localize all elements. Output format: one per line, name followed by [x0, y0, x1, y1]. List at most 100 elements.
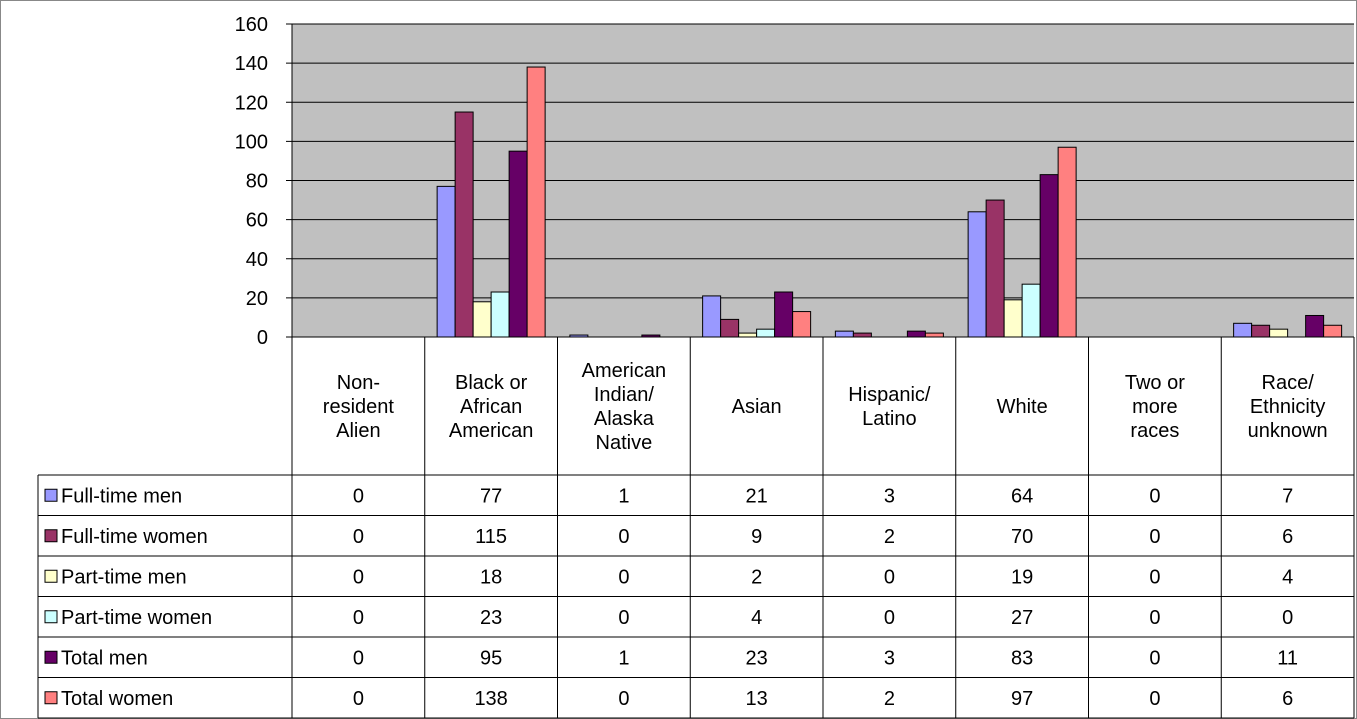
- x-category-label: Two or: [1125, 372, 1185, 394]
- data-table-value: 13: [746, 688, 768, 710]
- y-tick-label: 40: [246, 249, 268, 271]
- data-table-value: 4: [751, 607, 762, 629]
- data-table-value: 0: [1149, 607, 1160, 629]
- x-category-label: Asian: [732, 396, 782, 418]
- legend-series-label: Full-time women: [61, 526, 208, 548]
- y-tick-label: 160: [235, 14, 268, 36]
- legend-series-label: Total men: [61, 647, 148, 669]
- data-table-value: 2: [884, 526, 895, 548]
- bar: [1021, 283, 1041, 338]
- bar: [834, 330, 854, 338]
- data-table-value: 23: [746, 647, 768, 669]
- data-table-value: 11: [1277, 647, 1298, 669]
- data-table-value: 0: [353, 688, 364, 710]
- bar: [792, 311, 812, 338]
- x-category-label: Hispanic/: [848, 384, 931, 406]
- legend-series-label: Part-time men: [61, 566, 187, 588]
- data-table-value: 1: [618, 647, 629, 669]
- data-table-value: 0: [1149, 647, 1160, 669]
- data-table-value: 0: [353, 647, 364, 669]
- data-table-value: 27: [1011, 607, 1033, 629]
- data-table-value: 95: [480, 647, 502, 669]
- bar: [720, 318, 740, 338]
- bar: [906, 330, 926, 338]
- data-table-value: 3: [884, 647, 895, 669]
- x-category-label: more: [1132, 396, 1178, 418]
- x-category-label: Black or: [455, 372, 528, 394]
- data-table-value: 0: [1149, 688, 1160, 710]
- data-table-value: 18: [480, 566, 502, 588]
- bar: [985, 199, 1005, 338]
- x-category-label: American: [582, 360, 666, 382]
- data-table-value: 0: [884, 566, 895, 588]
- data-table-value: 0: [353, 607, 364, 629]
- data-table-value: 23: [480, 607, 502, 629]
- data-table-value: 77: [480, 485, 502, 507]
- data-table-value: 0: [353, 566, 364, 588]
- y-tick-label: 60: [246, 210, 268, 232]
- data-table-value: 0: [1149, 485, 1160, 507]
- data-table-value: 0: [1149, 566, 1160, 588]
- bar: [1251, 324, 1271, 338]
- data-table-value: 115: [475, 526, 507, 548]
- bar: [1057, 146, 1077, 338]
- legend-swatch: [44, 650, 58, 664]
- data-table-value: 6: [1282, 526, 1293, 548]
- data-table-value: 0: [618, 566, 629, 588]
- bar: [526, 66, 546, 338]
- data-table-value: 83: [1011, 647, 1033, 669]
- data-table-value: 0: [353, 485, 364, 507]
- bar: [774, 291, 794, 338]
- data-table-value: 2: [884, 688, 895, 710]
- bar: [756, 328, 776, 338]
- bar: [1323, 324, 1343, 338]
- y-tick-label: 20: [246, 288, 268, 310]
- legend-swatch: [44, 488, 58, 502]
- data-table-value: 64: [1011, 485, 1033, 507]
- legend-series-label: Total women: [61, 688, 173, 710]
- bar: [924, 332, 944, 338]
- bar: [454, 111, 474, 338]
- y-tick-label: 80: [246, 171, 268, 193]
- bar: [1039, 174, 1059, 338]
- x-category-label: African: [460, 396, 522, 418]
- x-category-label: races: [1130, 420, 1179, 442]
- y-tick-label: 100: [235, 131, 268, 153]
- data-table-value: 0: [1282, 607, 1293, 629]
- legend-swatch: [44, 610, 58, 624]
- bar: [1003, 299, 1023, 338]
- data-table-value: 3: [884, 485, 895, 507]
- data-table-value: 2: [751, 566, 762, 588]
- bar: [1305, 314, 1325, 338]
- data-table-value: 4: [1282, 566, 1293, 588]
- data-table-value: 7: [1282, 485, 1293, 507]
- bar: [852, 332, 872, 338]
- bar: [472, 301, 492, 338]
- data-table-value: 1: [618, 485, 629, 507]
- data-table-value: 0: [1149, 526, 1160, 548]
- bar: [436, 185, 456, 338]
- bar: [490, 291, 510, 338]
- x-category-label: Race/: [1262, 372, 1315, 394]
- x-category-label: Ethnicity: [1250, 396, 1326, 418]
- data-table-value: 0: [618, 526, 629, 548]
- x-category-label: American: [449, 420, 533, 442]
- x-category-label: Native: [596, 432, 653, 454]
- data-table-value: 21: [746, 485, 768, 507]
- data-table-value: 19: [1011, 566, 1033, 588]
- bar: [508, 150, 528, 338]
- x-category-label: White: [997, 396, 1048, 418]
- bar: [1269, 328, 1289, 338]
- y-tick-label: 120: [235, 92, 268, 114]
- y-tick-label: 140: [235, 53, 268, 75]
- bar: [738, 332, 758, 338]
- legend-swatch: [44, 569, 58, 583]
- x-category-label: Non-: [337, 372, 380, 394]
- y-tick-label: 0: [257, 327, 268, 349]
- data-table-value: 97: [1011, 688, 1033, 710]
- x-category-label: Alien: [336, 420, 380, 442]
- legend-series-label: Full-time men: [61, 485, 182, 507]
- legend-swatch: [44, 691, 58, 705]
